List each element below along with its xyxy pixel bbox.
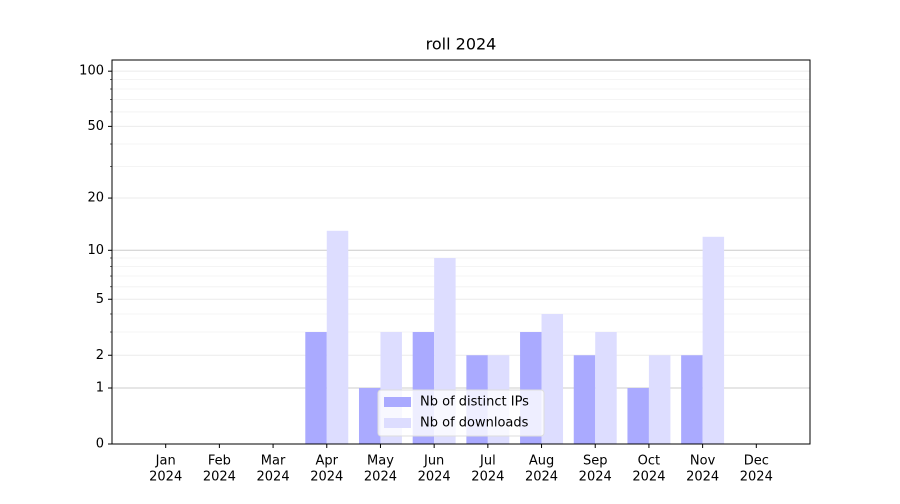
legend: Nb of distinct IPs Nb of downloads	[377, 389, 545, 437]
legend-label: Nb of downloads	[420, 416, 529, 431]
legend-label: Nb of distinct IPs	[420, 395, 529, 410]
legend-box	[377, 389, 545, 437]
chart-title: roll 2024	[426, 35, 497, 54]
bar	[681, 355, 703, 444]
x-tick-label: 2024	[418, 470, 451, 485]
x-tick-label: Dec	[744, 454, 769, 469]
bar	[358, 388, 381, 444]
x-tick-label: Aug	[529, 454, 554, 469]
bar	[573, 355, 596, 444]
y-tick-label: 50	[87, 119, 104, 134]
x-tick-label: Apr	[316, 454, 339, 469]
bar	[595, 332, 617, 444]
x-tick-label: Oct	[638, 454, 660, 469]
x-tick-label: Jul	[479, 454, 496, 469]
x-tick-label: 2024	[632, 470, 665, 485]
bar	[627, 388, 649, 444]
bar	[305, 332, 327, 444]
x-tick-label: 2024	[740, 470, 773, 485]
y-tick-label: 10	[87, 243, 104, 258]
y-tick-label: 5	[96, 292, 104, 307]
y-tick-label: 20	[87, 191, 104, 206]
bar	[326, 230, 349, 444]
x-tick-label: 2024	[257, 470, 290, 485]
x-tick-label: 2024	[203, 470, 236, 485]
y-tick-label: 0	[96, 437, 104, 452]
x-tick-label: 2024	[310, 470, 343, 485]
bar	[541, 313, 564, 444]
legend-swatch	[384, 418, 411, 428]
x-tick-label: May	[367, 454, 394, 469]
plot-frame	[111, 59, 811, 445]
x-tick-label: Jun	[423, 454, 444, 469]
x-tick-label: 2024	[579, 470, 612, 485]
x-tick-label: 2024	[364, 470, 397, 485]
x-tick-label: Mar	[261, 454, 286, 469]
x-tick-label: 2024	[471, 470, 504, 485]
x-tick-label: 2024	[149, 470, 182, 485]
x-tick-label: 2024	[686, 470, 719, 485]
x-tick-label: Feb	[208, 454, 231, 469]
x-tick-label: 2024	[525, 470, 558, 485]
y-tick-label: 1	[96, 381, 104, 396]
bar	[648, 355, 671, 444]
x-tick-label: Nov	[690, 454, 716, 469]
y-tick-label: 2	[96, 348, 104, 363]
y-tick-label: 100	[79, 64, 104, 79]
x-tick-label: Sep	[583, 454, 608, 469]
x-tick-label: Jan	[155, 454, 176, 469]
bar	[702, 236, 725, 444]
legend-swatch	[384, 397, 411, 407]
